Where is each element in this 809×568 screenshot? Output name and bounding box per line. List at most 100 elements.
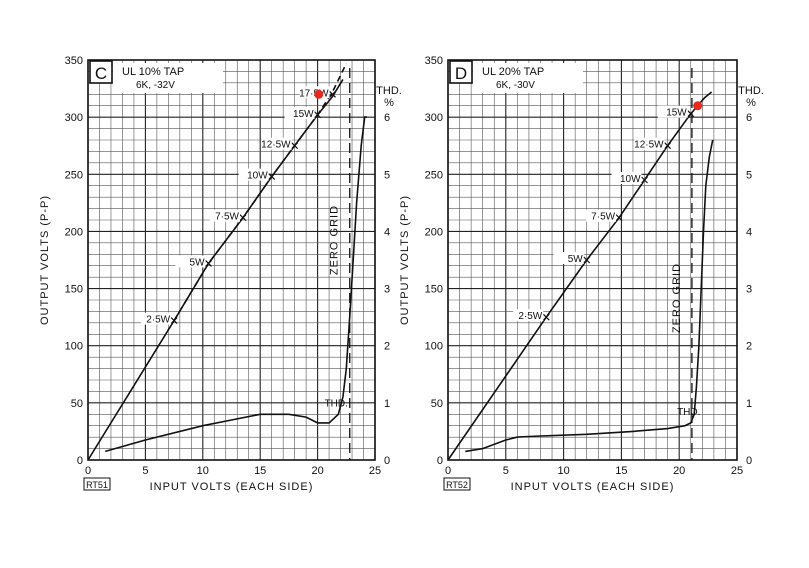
y2-tick-label: 2 [746, 341, 752, 353]
x-tick-label: 25 [731, 465, 743, 477]
y-axis-label: OUTPUT VOLTS (P-P) [39, 195, 51, 325]
chart-title-line-2: 6K, -30V [496, 80, 535, 91]
y-tick-label: 150 [65, 284, 83, 296]
y2-axis-label: THD. [738, 85, 764, 97]
power-marker-label: 5W [568, 254, 584, 265]
y2-tick-label: 5 [746, 169, 752, 181]
power-marker-label: 17·5W [299, 88, 329, 99]
y2-tick-label: 0 [384, 455, 390, 467]
panel-letter-box [449, 60, 473, 84]
title-block-bg [473, 63, 583, 93]
highlight-point [693, 101, 703, 111]
x-tick-label: 5 [142, 465, 148, 477]
power-marker-label: 10W [620, 174, 641, 185]
y-tick-label: 350 [425, 55, 443, 67]
power-marker-cross [268, 173, 276, 180]
power-marker: 15W [657, 105, 695, 119]
power-marker: 7·5W [209, 209, 247, 223]
y-tick-label: 0 [437, 455, 443, 467]
y-tick-label: 150 [425, 284, 443, 296]
x-tick-label: 5 [503, 465, 509, 477]
y2-axis-unit: % [746, 97, 756, 109]
power-label-bg [284, 106, 315, 119]
power-marker: 15W [284, 106, 322, 120]
y2-tick-label: 6 [746, 112, 752, 124]
y-tick-label: 300 [425, 112, 443, 124]
power-marker-cross [542, 313, 550, 321]
plot-frame [87, 59, 376, 461]
chart-title-line-2: 6K, -32V [136, 80, 175, 91]
y2-tick-label: 1 [746, 398, 752, 410]
y-axis-label: OUTPUT VOLTS (P-P) [399, 195, 411, 325]
power-label-bg [611, 172, 642, 184]
y2-tick-label: 0 [746, 455, 752, 467]
figure-id-box [83, 477, 111, 491]
power-marker-cross [314, 111, 322, 119]
power-label-bg [634, 137, 665, 150]
y-tick-label: 200 [65, 226, 83, 238]
power-marker-label: 2·5W [146, 315, 170, 326]
series-label-thd: THD. [677, 407, 700, 418]
power-marker: 5W [175, 255, 212, 268]
y-tick-label: 100 [425, 341, 443, 353]
x-tick-label: 20 [673, 465, 685, 477]
figure-id: RT52 [446, 480, 468, 490]
power-marker-cross [205, 260, 212, 267]
power-marker-label: 15W [666, 108, 687, 119]
series-label-thd: THD. [325, 398, 348, 409]
highlight-point [314, 89, 324, 99]
series-line-thd [465, 139, 714, 453]
x-axis-label: INPUT VOLTS (EACH SIDE) [150, 481, 314, 493]
figure-id-box [443, 477, 471, 491]
power-label-bg [175, 255, 206, 268]
y2-tick-label: 4 [384, 226, 390, 238]
power-marker-cross [170, 317, 178, 324]
x-tick-label: 25 [369, 465, 381, 477]
y2-tick-label: 3 [384, 284, 390, 296]
power-marker-cross [687, 110, 695, 118]
series-line-output [447, 91, 713, 461]
y-tick-label: 200 [425, 226, 443, 238]
power-label-bg [261, 137, 292, 150]
power-marker-label: 10W [247, 171, 268, 182]
y-tick-label: 50 [431, 398, 443, 410]
power-marker: 7·5W [586, 209, 623, 223]
power-marker-cross [641, 176, 648, 184]
series-line-thd [104, 116, 367, 453]
power-marker-cross [239, 214, 247, 222]
power-marker-cross [664, 142, 672, 150]
y-tick-label: 0 [77, 455, 83, 467]
panel-letter-box [89, 60, 113, 84]
power-marker: 2·5W [141, 312, 178, 326]
y-tick-label: 350 [65, 55, 83, 67]
y-tick-label: 250 [425, 169, 443, 181]
y2-tick-label: 1 [384, 398, 390, 410]
x-tick-label: 15 [615, 465, 627, 477]
chart-title-line-1: UL 20% TAP [482, 66, 544, 78]
power-marker: 5W [553, 252, 591, 265]
power-marker: 12·5W [634, 137, 672, 151]
power-marker-label: 5W [190, 257, 206, 268]
power-marker-label: 12·5W [634, 140, 664, 151]
x-tick-label: 10 [197, 465, 209, 477]
y2-tick-label: 3 [746, 284, 752, 296]
power-label-bg [513, 309, 544, 322]
x-tick-label: 10 [557, 465, 569, 477]
zero-grid-label: ZERO GRID [329, 205, 341, 275]
power-marker: 10W [238, 168, 276, 182]
panel-letter: D [455, 64, 467, 83]
title-block-bg [113, 63, 223, 93]
zero-grid-label: ZERO GRID [671, 263, 683, 333]
y2-tick-label: 6 [384, 112, 390, 124]
power-label-bg [553, 252, 584, 264]
power-label-bg [657, 105, 688, 118]
plot-frame [447, 59, 738, 461]
power-marker-label: 7·5W [215, 212, 239, 223]
power-label-bg [238, 168, 269, 181]
power-marker-label: 15W [293, 109, 314, 120]
y2-tick-label: 2 [384, 341, 390, 353]
power-marker-label: 12·5W [261, 140, 291, 151]
x-tick-label: 15 [254, 465, 266, 477]
